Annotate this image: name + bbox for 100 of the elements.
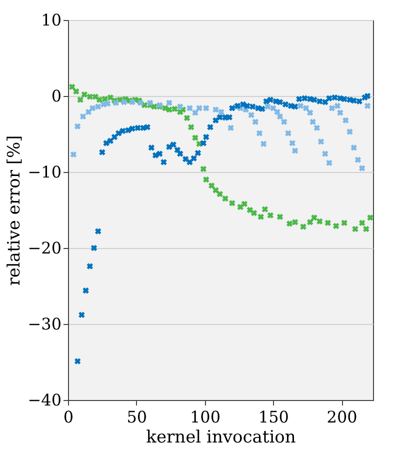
- point: [280, 118, 288, 125]
- point: [324, 220, 331, 226]
- point: [146, 100, 154, 106]
- point: [68, 84, 76, 90]
- point: [172, 106, 178, 112]
- point: [81, 91, 88, 98]
- point: [318, 138, 324, 145]
- point: [352, 226, 358, 232]
- y-tick-label: −20: [28, 238, 62, 258]
- point: [276, 214, 284, 220]
- point: [260, 140, 267, 148]
- y-tick-label: 0: [51, 86, 62, 106]
- point: [200, 166, 207, 172]
- point: [73, 88, 80, 95]
- point: [274, 108, 280, 116]
- point: [120, 98, 128, 106]
- point: [326, 160, 332, 166]
- point: [258, 214, 264, 220]
- x-tick-label: 50: [126, 408, 148, 426]
- y-tick-label: −10: [28, 162, 62, 182]
- point: [74, 123, 81, 130]
- point: [77, 96, 84, 103]
- point: [228, 124, 234, 132]
- x-tick-label: 150: [258, 408, 289, 426]
- point: [363, 226, 370, 232]
- point: [222, 195, 228, 202]
- y-axis-title: relative error [%]: [4, 135, 25, 286]
- point: [262, 206, 268, 212]
- point: [311, 214, 318, 221]
- point: [252, 118, 259, 125]
- point: [316, 218, 323, 225]
- point: [267, 212, 274, 218]
- point: [94, 104, 102, 110]
- point: [129, 98, 136, 106]
- point: [346, 128, 353, 135]
- point: [358, 220, 366, 226]
- point: [166, 106, 172, 113]
- point: [70, 151, 77, 158]
- point: [300, 224, 306, 230]
- x-axis-title: kernel invocation: [146, 428, 296, 448]
- point: [246, 206, 254, 214]
- point: [354, 156, 362, 163]
- point: [166, 100, 172, 106]
- y-tick-label: −40: [28, 390, 62, 410]
- point: [289, 140, 296, 146]
- point: [306, 219, 314, 226]
- point: [192, 110, 198, 116]
- point: [192, 134, 198, 141]
- point: [184, 114, 190, 122]
- x-tick-label: 100: [190, 408, 221, 426]
- point: [250, 210, 258, 216]
- point: [102, 96, 108, 102]
- point: [248, 112, 254, 118]
- point: [86, 94, 94, 100]
- point: [306, 110, 314, 116]
- point: [137, 100, 144, 106]
- point: [334, 102, 341, 110]
- point: [286, 220, 293, 227]
- point: [367, 214, 374, 221]
- point: [358, 165, 366, 172]
- point: [237, 204, 244, 210]
- point: [216, 190, 223, 198]
- point: [203, 176, 210, 183]
- point: [112, 100, 119, 106]
- point: [96, 96, 103, 103]
- point: [350, 144, 357, 151]
- point: [177, 104, 184, 110]
- point: [188, 124, 194, 130]
- x-tick-label: 200: [326, 408, 358, 426]
- y-tick-label: 10: [41, 10, 62, 30]
- point: [310, 118, 316, 125]
- point: [212, 106, 219, 113]
- point: [186, 105, 193, 112]
- point: [332, 222, 340, 230]
- point: [285, 130, 292, 136]
- point: [292, 219, 298, 226]
- point: [276, 113, 284, 120]
- point: [107, 94, 114, 101]
- point: [228, 200, 236, 206]
- point: [203, 105, 210, 112]
- point: [302, 105, 310, 112]
- point: [196, 105, 202, 112]
- point: [292, 148, 298, 154]
- point: [256, 130, 263, 136]
- point: [89, 105, 96, 112]
- point: [342, 117, 349, 124]
- point: [337, 110, 344, 116]
- point: [341, 220, 348, 226]
- y-tick-label: −30: [28, 314, 62, 334]
- point: [208, 182, 215, 189]
- point: [264, 104, 271, 110]
- point: [241, 200, 248, 208]
- point: [80, 113, 86, 120]
- point: [218, 108, 224, 116]
- point: [322, 150, 328, 157]
- point: [364, 102, 371, 110]
- point: [314, 124, 320, 132]
- point: [297, 102, 304, 110]
- x-tick-label: 0: [63, 408, 74, 426]
- point: [328, 105, 336, 112]
